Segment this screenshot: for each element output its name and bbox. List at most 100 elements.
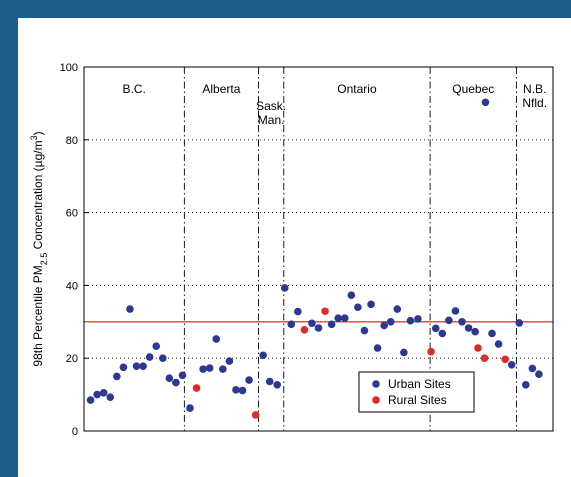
urban-site-point bbox=[400, 348, 408, 357]
scatter-chart: 0 20 40 60 80 100 B.C. Alberta Sask.Man. Ontario… bbox=[29, 62, 554, 438]
urban-site-point bbox=[172, 378, 180, 387]
rural-site-point bbox=[427, 347, 435, 356]
urban-site-point bbox=[280, 284, 289, 292]
urban-site-point bbox=[494, 340, 503, 348]
region-labels: B.C. Alberta Sask.Man. Ontario Quebec N.B.Nfl… bbox=[123, 82, 548, 127]
urban-site-point bbox=[360, 326, 369, 335]
urban-site-point bbox=[265, 377, 274, 386]
urban-site-point bbox=[294, 307, 302, 316]
urban-site-point bbox=[86, 396, 95, 404]
y-axis-label-suffix: ) bbox=[31, 131, 45, 135]
y-axis-label-mid: Concentration (µg/m bbox=[31, 140, 45, 252]
urban-site-point bbox=[205, 364, 214, 372]
urban-site-point bbox=[165, 374, 174, 383]
rural-site-point bbox=[300, 326, 309, 334]
urban-site-point bbox=[334, 314, 342, 322]
y-tick-label: 80 bbox=[66, 135, 78, 147]
urban-site-point bbox=[340, 314, 349, 322]
chart-panel: 0 20 40 60 80 100 B.C. Alberta Sask. Man. Ontario… bbox=[18, 18, 571, 477]
urban-site-point bbox=[93, 390, 101, 399]
urban-site-point bbox=[113, 372, 121, 381]
urban-site-point bbox=[438, 329, 447, 338]
urban-site-point bbox=[273, 380, 282, 389]
region-label: N.B. bbox=[523, 82, 546, 96]
data-points bbox=[86, 98, 543, 419]
urban-site-point bbox=[219, 365, 227, 373]
urban-site-point bbox=[414, 315, 422, 323]
region-label-line2: Man. bbox=[258, 113, 285, 127]
y-tick-label: 40 bbox=[66, 280, 78, 292]
urban-site-point bbox=[507, 360, 516, 369]
region-label: Sask. bbox=[256, 99, 286, 113]
urban-site-point bbox=[406, 316, 415, 325]
plot-area-border bbox=[83, 66, 554, 432]
y-axis-label-prefix: 98th Percentile PM bbox=[31, 265, 45, 366]
urban-site-point bbox=[126, 305, 134, 313]
urban-site-point bbox=[106, 393, 115, 401]
rural-site-point bbox=[480, 354, 489, 363]
urban-site-point bbox=[488, 329, 496, 338]
urban-site-point bbox=[178, 371, 187, 380]
urban-site-point bbox=[99, 388, 108, 397]
urban-site-point bbox=[132, 362, 141, 371]
region-label: B.C. bbox=[123, 82, 146, 96]
urban-site-point bbox=[139, 362, 147, 371]
urban-site-point bbox=[152, 342, 161, 350]
urban-site-point bbox=[393, 305, 402, 313]
y-tick-label: 0 bbox=[72, 426, 78, 438]
legend-box bbox=[358, 371, 475, 413]
urban-site-point bbox=[431, 324, 440, 333]
urban-site-point bbox=[521, 380, 530, 389]
chart-legend: Urban Sites Rural Sites bbox=[358, 371, 475, 413]
y-axis-label-sub: 2.5 bbox=[39, 253, 49, 266]
urban-site-point bbox=[212, 335, 221, 343]
legend-rural-label: Rural Sites bbox=[388, 393, 447, 407]
urban-site-point bbox=[451, 307, 460, 315]
y-axis-ticks: 0 20 40 60 80 100 bbox=[60, 62, 89, 438]
urban-site-point bbox=[445, 316, 453, 325]
urban-site-point bbox=[287, 320, 296, 329]
region-dividers bbox=[183, 67, 517, 431]
legend-urban-marker bbox=[372, 380, 380, 388]
urban-site-point bbox=[347, 291, 356, 300]
urban-site-point bbox=[528, 364, 537, 373]
urban-site-point bbox=[481, 98, 490, 107]
urban-site-point bbox=[471, 327, 479, 336]
region-label: Alberta bbox=[202, 82, 240, 96]
urban-site-point bbox=[354, 303, 362, 312]
urban-site-point bbox=[327, 320, 336, 329]
urban-site-point bbox=[119, 363, 128, 372]
y-tick-label: 100 bbox=[60, 62, 78, 74]
region-label: Ontario bbox=[337, 82, 377, 96]
urban-site-point bbox=[245, 376, 253, 384]
y-tick-label: 20 bbox=[66, 353, 78, 365]
urban-site-point bbox=[259, 351, 267, 360]
region-label: Quebec bbox=[452, 82, 494, 96]
urban-site-point bbox=[373, 344, 382, 352]
urban-site-point bbox=[158, 354, 167, 363]
urban-site-point bbox=[458, 318, 466, 326]
urban-site-point bbox=[464, 324, 473, 332]
rural-site-point bbox=[501, 355, 509, 364]
urban-site-point bbox=[238, 386, 247, 395]
rural-site-point bbox=[251, 411, 260, 419]
region-label-line2: Nfld. bbox=[522, 96, 547, 110]
urban-site-point bbox=[225, 357, 234, 365]
legend-rural-marker bbox=[372, 396, 380, 404]
rural-site-point bbox=[321, 307, 329, 316]
urban-site-point bbox=[308, 319, 316, 328]
y-tick-label: 60 bbox=[66, 208, 78, 220]
y-axis-label-sup: 3 bbox=[29, 135, 39, 140]
urban-site-point bbox=[314, 324, 323, 332]
urban-site-point bbox=[232, 386, 240, 394]
urban-site-point bbox=[186, 404, 194, 412]
legend-urban-label: Urban Sites bbox=[388, 377, 451, 391]
urban-site-point bbox=[535, 370, 543, 379]
rural-site-point bbox=[474, 344, 482, 352]
urban-site-point bbox=[145, 353, 154, 361]
urban-site-point bbox=[380, 321, 388, 330]
urban-site-point bbox=[515, 319, 524, 327]
urban-site-point bbox=[199, 365, 207, 373]
rural-site-point bbox=[192, 384, 201, 392]
